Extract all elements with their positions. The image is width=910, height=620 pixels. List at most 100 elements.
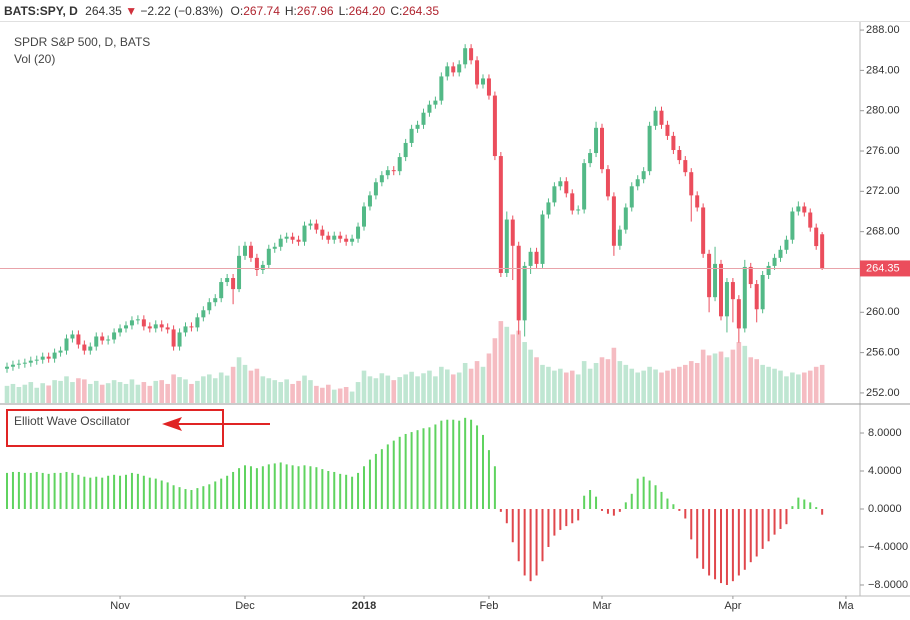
- osc-bar: [392, 440, 395, 510]
- candle-body: [790, 211, 795, 240]
- volume-bar: [498, 321, 504, 403]
- candle-body: [719, 263, 723, 317]
- volume-bar: [153, 380, 159, 403]
- volume-bar: [439, 366, 444, 403]
- candle-body: [760, 274, 765, 310]
- osc-bar: [23, 472, 26, 510]
- volume-bar: [450, 374, 456, 403]
- candle-body: [207, 302, 212, 311]
- osc-bar: [6, 472, 8, 510]
- osc-bar: [446, 419, 449, 510]
- volume-bar: [135, 384, 141, 403]
- volume-bar: [4, 385, 10, 403]
- osc-bar: [107, 475, 110, 510]
- volume-bar: [141, 382, 147, 403]
- volume-bar: [123, 383, 129, 403]
- osc-bar: [725, 509, 728, 585]
- candle-body: [730, 282, 735, 300]
- volume-bar: [230, 366, 236, 403]
- osc-bar: [743, 509, 746, 570]
- osc-bar: [535, 509, 538, 576]
- volume-bar: [599, 357, 605, 403]
- volume-bar: [486, 353, 492, 403]
- osc-bar: [809, 502, 812, 510]
- osc-bar: [440, 420, 443, 510]
- osc-bar: [303, 465, 306, 510]
- volume-bar: [403, 374, 408, 403]
- ohlc-value: 264.35: [402, 4, 440, 18]
- candle-body: [683, 160, 688, 173]
- candle-body: [772, 257, 777, 266]
- candle-body: [486, 78, 491, 96]
- volume-bar: [546, 366, 551, 403]
- x-tick-label: Ma: [838, 600, 854, 612]
- x-tick-label: Mar: [593, 600, 612, 612]
- volume-bar: [93, 380, 99, 403]
- osc-bar: [416, 430, 419, 510]
- osc-bar: [505, 509, 508, 524]
- osc-bar: [565, 509, 568, 527]
- volume-bar: [64, 376, 69, 403]
- osc-bar: [89, 477, 92, 510]
- volume-bar: [266, 378, 272, 403]
- y-tick-label: 260.00: [866, 306, 900, 318]
- volume-bar: [296, 380, 301, 403]
- osc-bar: [232, 471, 235, 510]
- candle-body: [742, 266, 747, 329]
- osc-bar: [583, 495, 586, 510]
- volume-bar: [82, 379, 87, 403]
- candle-body: [409, 128, 414, 143]
- candle-body: [320, 229, 325, 236]
- osc-bar: [487, 450, 490, 510]
- volume-bar: [105, 383, 111, 403]
- volume-bar: [564, 372, 569, 403]
- candle-body: [611, 196, 616, 246]
- candle-body: [189, 326, 194, 328]
- osc-bar: [249, 466, 252, 510]
- osc-bar: [59, 472, 62, 510]
- osc-bar: [196, 488, 199, 510]
- volume-label: Vol (20): [14, 52, 55, 66]
- volume-bar: [70, 382, 75, 403]
- osc-bar: [511, 509, 514, 543]
- candle-body: [397, 157, 402, 172]
- osc-bar: [202, 486, 205, 510]
- osc-bar: [345, 474, 348, 510]
- volume-bar: [165, 383, 170, 403]
- ohlc-value: 267.74: [243, 4, 280, 18]
- volume-bar: [445, 369, 450, 403]
- volume-bar: [314, 385, 319, 403]
- osc-bar: [630, 493, 633, 510]
- osc-bar: [773, 509, 776, 535]
- osc-bar: [422, 428, 425, 510]
- candle-layer: [0, 44, 860, 373]
- volume-bar: [677, 366, 682, 403]
- volume-bar: [111, 380, 117, 403]
- candle-body: [373, 182, 378, 196]
- volume-bar: [177, 377, 182, 403]
- ohlc-name: O:: [230, 4, 244, 18]
- osc-bar: [803, 499, 806, 510]
- ohlc-name: L:: [338, 4, 349, 18]
- osc-bar: [737, 509, 740, 576]
- volume-bar: [492, 338, 498, 403]
- candle-body: [243, 245, 247, 256]
- candle-body: [248, 245, 253, 258]
- osc-bar: [434, 424, 437, 510]
- candle-body: [379, 175, 384, 183]
- volume-bar: [641, 370, 646, 403]
- candle-body: [659, 110, 664, 125]
- annotation-arrowhead: [162, 417, 182, 431]
- candle-body: [141, 319, 146, 327]
- osc-bar: [386, 444, 389, 510]
- candle-body: [701, 207, 706, 254]
- osc-bar: [577, 509, 580, 521]
- last-price-box: [860, 260, 910, 277]
- volume-bar: [558, 368, 563, 403]
- volume-bar: [581, 361, 587, 403]
- down-arrow: ▼: [125, 4, 138, 18]
- candle-body: [481, 78, 485, 85]
- last-price-label: 264.35: [866, 262, 900, 274]
- candle-body: [338, 235, 343, 239]
- candle-body: [296, 239, 301, 242]
